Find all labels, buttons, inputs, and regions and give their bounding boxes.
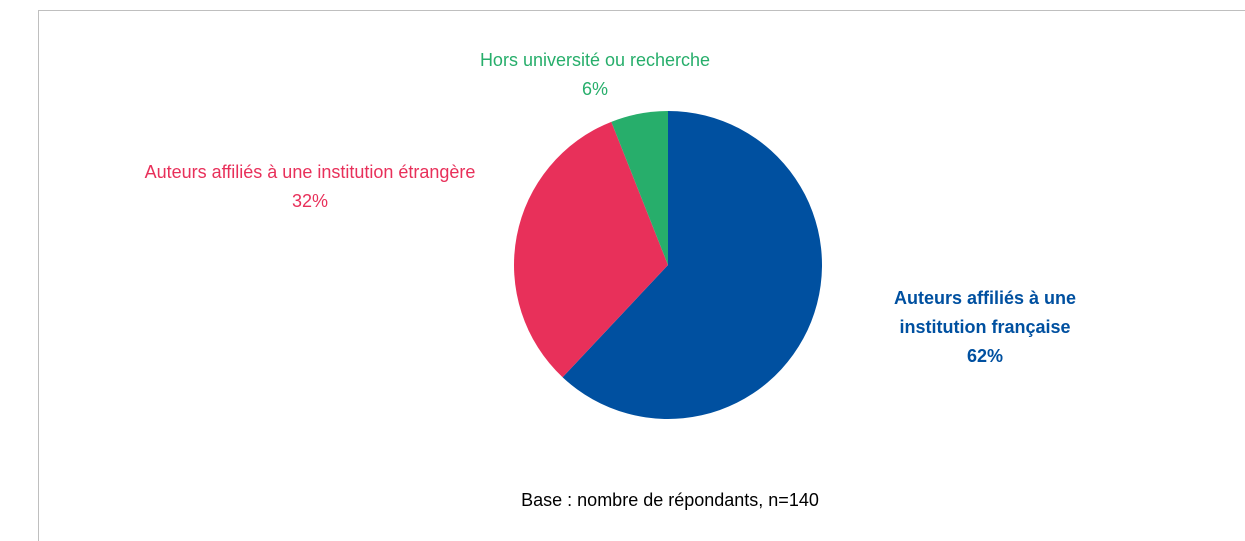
slice-label: Auteurs affiliés à une institution franç… [850, 284, 1120, 371]
value-label: 62% [966, 346, 1004, 366]
category-name: Auteurs affiliés à une institution franç… [893, 288, 1077, 337]
pie-slice [611, 111, 668, 265]
value-label: 6% [581, 79, 608, 99]
pie-slice [514, 121, 668, 378]
note: Base : nombre de répondants, n=140 [521, 490, 819, 510]
category-name: Hors université ou recherche [479, 50, 711, 70]
slice-label: Auteurs affiliés à une institution étran… [130, 158, 490, 216]
category-name: Auteurs affiliés à une institution étran… [144, 162, 476, 182]
pie-slice [562, 110, 823, 419]
chart [514, 110, 823, 419]
slice-label: Hors université ou recherche 6% [420, 46, 770, 104]
frame [38, 10, 1245, 541]
page: {"chart_data": {"type": "pie", "categori… [38, 10, 1245, 541]
value-label: 32% [291, 191, 329, 211]
